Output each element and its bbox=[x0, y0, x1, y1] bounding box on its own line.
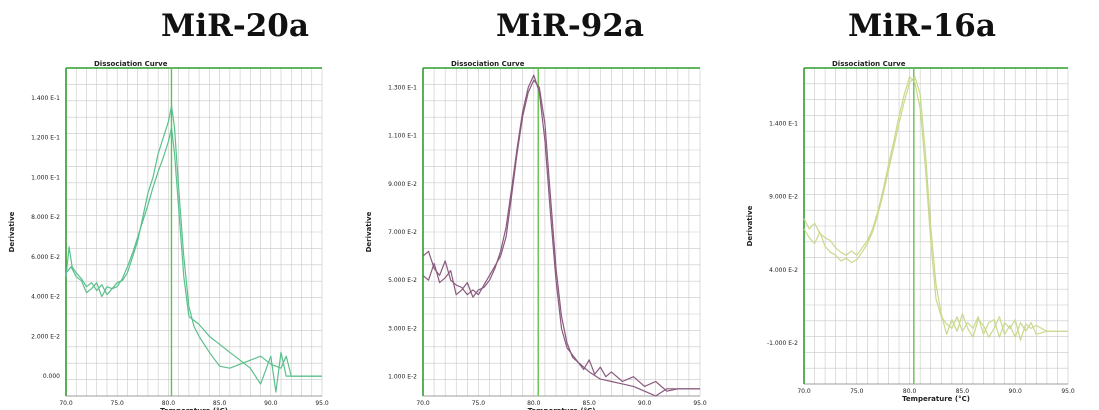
chart2-x-tick-label: 95.0 bbox=[693, 400, 707, 407]
chart1-y-tick-label: 1.400 E-1 bbox=[31, 95, 60, 102]
chart1-series-1-line bbox=[65, 105, 322, 377]
chart1-y-tick-label: 1.000 E-1 bbox=[31, 174, 60, 181]
chart3-y-axis-label: Derivative bbox=[746, 205, 754, 246]
chart1-y-tick-label: 1.200 E-1 bbox=[31, 135, 60, 142]
chart3-x-tick-label: 70.0 bbox=[797, 388, 811, 395]
chart3-x-tick-label: 85.0 bbox=[956, 388, 970, 395]
chart1-x-tick-label: 70.0 bbox=[59, 400, 73, 407]
chart1-y-axis-label: Derivative bbox=[8, 211, 16, 252]
chart2-y-tick-label: 5.000 E-2 bbox=[388, 277, 417, 284]
chart2-x-tick-label: 75.0 bbox=[472, 400, 486, 407]
panel-title-mir-20a: MiR-20a bbox=[161, 8, 309, 44]
chart2-series-2-line bbox=[422, 74, 700, 397]
chart1-title: Dissociation Curve bbox=[94, 60, 168, 68]
chart2-x-axis-label: Temperature (°C) bbox=[528, 407, 596, 410]
chart2-x-tick-label: 80.0 bbox=[527, 400, 541, 407]
chart3-x-axis-label: Temperature (°C) bbox=[902, 395, 970, 403]
chart1-y-tick-label: 6.000 E-2 bbox=[31, 254, 60, 261]
chart2-x-tick-label: 90.0 bbox=[638, 400, 652, 407]
chart3-title: Dissociation Curve bbox=[832, 60, 906, 68]
chart1-y-tick-label: 0.000 bbox=[43, 373, 60, 380]
chart3-y-tick-label: 4.000 E-2 bbox=[769, 267, 798, 274]
chart2-y-tick-label: 1.300 E-1 bbox=[388, 84, 417, 91]
chart1-x-axis-label: Temperature (°C) bbox=[160, 407, 228, 410]
chart2-y-tick-label: 1.000 E-2 bbox=[388, 374, 417, 381]
chart3-x-tick-label: 75.0 bbox=[850, 388, 864, 395]
chart2-title: Dissociation Curve bbox=[451, 60, 525, 68]
chart3-x-tick-label: 90.0 bbox=[1009, 388, 1023, 395]
chart2-y-tick-label: 9.000 E-2 bbox=[388, 181, 417, 188]
chart3-y-tick-label: 9.000 E-2 bbox=[769, 194, 798, 201]
chart1-y-tick-label: 4.000 E-2 bbox=[31, 294, 60, 301]
panel-title-mir-92a: MiR-92a bbox=[496, 8, 644, 44]
chart3-y-tick-label: -1.000 E-2 bbox=[767, 340, 798, 347]
chart1-y-tick-label: 8.000 E-2 bbox=[31, 214, 60, 221]
chart2-x-tick-label: 85.0 bbox=[583, 400, 597, 407]
chart1-x-tick-label: 85.0 bbox=[213, 400, 227, 407]
chart3-series-2-line bbox=[803, 76, 1068, 338]
chart2-x-tick-label: 70.0 bbox=[416, 400, 430, 407]
chart3-y-tick-label: 1.400 E-1 bbox=[769, 121, 798, 128]
chart2-series-1-line bbox=[422, 79, 700, 392]
chart1-x-tick-label: 95.0 bbox=[315, 400, 329, 407]
chart2-y-tick-label: 1.100 E-1 bbox=[388, 133, 417, 140]
chart2-y-tick-label: 7.000 E-2 bbox=[388, 229, 417, 236]
chart3-x-tick-label: 80.0 bbox=[903, 388, 917, 395]
chart1-x-tick-label: 90.0 bbox=[264, 400, 278, 407]
chart1-x-tick-label: 80.0 bbox=[162, 400, 176, 407]
panel-title-mir-16a: MiR-16a bbox=[848, 8, 996, 44]
chart2-y-axis-label: Derivative bbox=[365, 211, 373, 252]
chart1-x-tick-label: 75.0 bbox=[111, 400, 125, 407]
chart3-x-tick-label: 95.0 bbox=[1061, 388, 1075, 395]
chart2-y-tick-label: 3.000 E-2 bbox=[388, 325, 417, 332]
chart1-series-2-line bbox=[65, 126, 322, 393]
chart1-y-tick-label: 2.000 E-2 bbox=[31, 333, 60, 340]
